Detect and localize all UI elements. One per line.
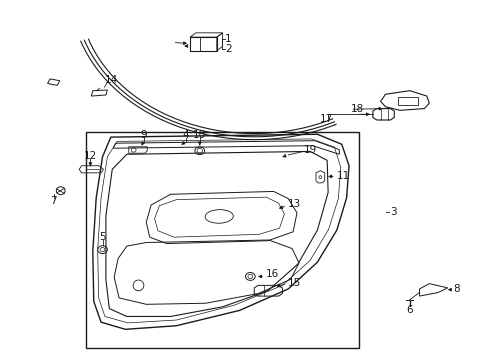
Text: 14: 14: [105, 75, 118, 85]
Text: 17: 17: [319, 113, 332, 123]
Text: 7: 7: [50, 196, 57, 206]
Text: 18: 18: [350, 104, 363, 114]
Text: 1: 1: [224, 34, 231, 44]
Text: 11: 11: [336, 171, 349, 181]
Text: 5: 5: [99, 232, 105, 242]
Text: 4: 4: [183, 130, 189, 140]
Bar: [86, 132, 358, 348]
Text: 2: 2: [224, 44, 231, 54]
Text: 3: 3: [389, 207, 396, 217]
Text: 13: 13: [287, 199, 301, 209]
Text: 15: 15: [287, 278, 301, 288]
Bar: [397, 97, 417, 105]
Text: 9: 9: [140, 130, 147, 140]
Text: 6: 6: [406, 305, 412, 315]
Text: 10: 10: [193, 130, 206, 140]
Text: 8: 8: [453, 284, 459, 294]
Text: 16: 16: [265, 269, 278, 279]
Text: 19: 19: [303, 145, 316, 155]
Text: 12: 12: [83, 151, 97, 161]
Bar: [190, 37, 216, 51]
